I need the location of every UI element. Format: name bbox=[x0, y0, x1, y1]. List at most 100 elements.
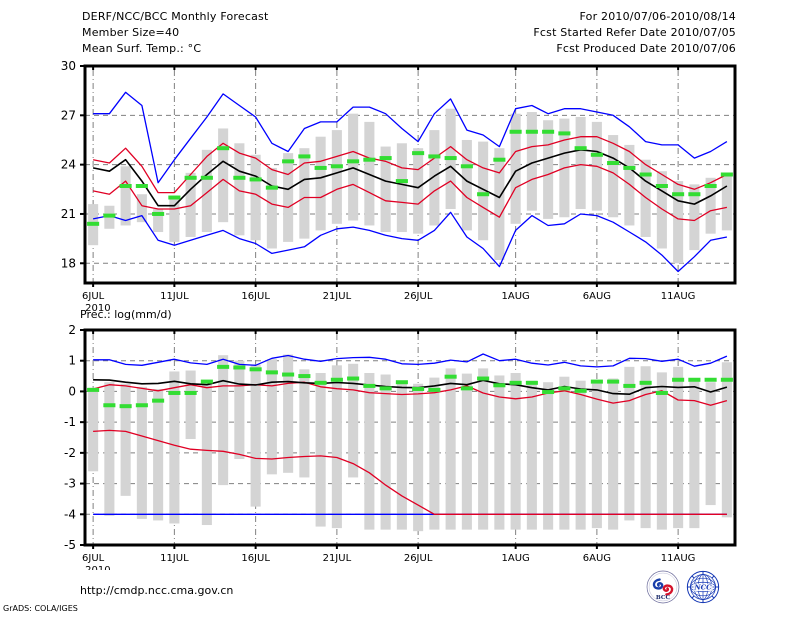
y-tick-label: -5 bbox=[64, 538, 76, 552]
x-tick-label: 11AUG bbox=[661, 553, 696, 564]
spread-bar bbox=[153, 209, 164, 233]
x-tick-label: 11AUG bbox=[661, 291, 696, 302]
spread-bar bbox=[364, 373, 375, 530]
series-line-ensemble-maximum bbox=[93, 353, 728, 368]
spread-bar bbox=[494, 148, 505, 260]
temperature-chart: 18 21 24 27 30 6JUL 11JUL 16JUL 21JUL 26JUL 1AUG 6A… bbox=[61, 59, 737, 314]
spread-bar bbox=[705, 382, 716, 506]
spread-bar bbox=[640, 366, 651, 529]
spread-bar bbox=[396, 382, 407, 530]
series-line-upper-quartile bbox=[92, 381, 728, 406]
spread-bar bbox=[380, 146, 391, 233]
spread-bar bbox=[315, 373, 326, 527]
spread-bar-group bbox=[88, 354, 732, 532]
spread-bar bbox=[575, 380, 586, 530]
x-tick-label: 21JUL bbox=[323, 553, 352, 564]
spread-bar bbox=[640, 159, 651, 237]
spread-bar bbox=[120, 383, 131, 496]
x-tick-label: 11JUL bbox=[160, 291, 189, 302]
spread-bar bbox=[315, 136, 326, 231]
y-tick-label: 24 bbox=[61, 158, 76, 172]
y-tick-label: -4 bbox=[64, 507, 76, 521]
spread-bar bbox=[218, 355, 229, 486]
plot-frame bbox=[83, 64, 737, 285]
figure-title: DERF/NCC/BCC Monthly Forecast bbox=[82, 10, 269, 23]
spread-bar bbox=[673, 181, 684, 264]
spread-bar bbox=[656, 372, 667, 530]
spread-bar bbox=[250, 364, 261, 507]
series-line-lower-quartile bbox=[92, 163, 728, 222]
spread-bar bbox=[656, 171, 667, 249]
y-tick-label: 30 bbox=[61, 59, 76, 73]
spread-bar bbox=[526, 112, 537, 211]
series-line-upper-quartile bbox=[92, 136, 728, 194]
series-line-lower-quartile bbox=[93, 429, 727, 515]
spread-bar bbox=[510, 113, 521, 224]
y-tick-label: 2 bbox=[68, 323, 76, 337]
spread-bar bbox=[169, 197, 180, 242]
spread-bar bbox=[283, 153, 294, 242]
y-tick-label: -1 bbox=[64, 415, 76, 429]
spread-bar bbox=[218, 128, 229, 223]
spread-bar bbox=[413, 383, 424, 532]
spread-bar bbox=[478, 368, 489, 530]
x-tick-label: 11JUL bbox=[160, 553, 189, 564]
y-tick-label: 21 bbox=[61, 207, 76, 221]
series-line-ensemble-mean bbox=[92, 149, 728, 207]
spread-bar bbox=[478, 141, 489, 241]
x-tick-label: 21JUL bbox=[323, 291, 352, 302]
spread-bar bbox=[136, 386, 147, 519]
spread-bar bbox=[348, 363, 359, 478]
x-axis-year-label: 2010 bbox=[85, 565, 110, 570]
forecast-range-label: For 2010/07/06-2010/08/14 bbox=[579, 10, 736, 23]
spread-bar bbox=[413, 148, 424, 234]
spread-bar bbox=[673, 366, 684, 529]
spread-bar bbox=[608, 135, 619, 218]
spread-bar bbox=[266, 359, 277, 475]
spread-bar bbox=[494, 375, 505, 530]
x-tick-label: 6JUL bbox=[82, 553, 105, 564]
spread-bar bbox=[169, 371, 180, 524]
website-url[interactable]: http://cmdp.ncc.cma.gov.cn bbox=[80, 584, 234, 597]
spread-bar bbox=[234, 360, 245, 459]
ncc-logo: NCC bbox=[686, 570, 720, 604]
x-tick-label: 6AUG bbox=[583, 553, 611, 564]
x-tick-label: 1AUG bbox=[501, 291, 529, 302]
spread-bar bbox=[299, 148, 310, 239]
x-tick-label: 16JUL bbox=[241, 291, 270, 302]
forecast-started-label: Fcst Started Refer Date 2010/07/05 bbox=[533, 26, 736, 39]
spread-bar bbox=[559, 376, 570, 530]
spread-bar bbox=[591, 382, 602, 529]
forecast-produced-label: Fcst Produced Date 2010/07/06 bbox=[556, 42, 736, 55]
spread-bar bbox=[234, 143, 245, 236]
series-line-ensemble-mean bbox=[93, 379, 728, 395]
observation-mark-group bbox=[87, 364, 733, 409]
x-tick-label: 1AUG bbox=[501, 553, 529, 564]
spread-bar bbox=[543, 382, 554, 530]
spread-bar bbox=[624, 366, 635, 521]
top-variable-label: Mean Surf. Temp.: °C bbox=[82, 42, 202, 55]
spread-bar bbox=[721, 174, 732, 231]
spread-bar bbox=[88, 387, 99, 472]
spread-bar bbox=[331, 365, 342, 529]
spread-bar bbox=[266, 167, 277, 249]
spread-bar bbox=[689, 184, 700, 251]
bcc-logo: BCC bbox=[646, 570, 680, 604]
spread-bar bbox=[104, 382, 115, 516]
plot-frame bbox=[83, 328, 737, 547]
spread-bar bbox=[331, 130, 342, 224]
spread-bar bbox=[120, 166, 131, 226]
ncc-logo-text: NCC bbox=[693, 584, 712, 592]
spread-bar bbox=[136, 194, 147, 223]
spread-bar bbox=[201, 383, 212, 526]
y-tick-label: 18 bbox=[61, 256, 76, 270]
precip-variable-label: Prec.: log(mm/d) bbox=[80, 308, 172, 321]
spread-bar bbox=[575, 116, 586, 210]
spread-bar bbox=[461, 373, 472, 530]
spread-bar bbox=[429, 377, 440, 530]
spread-bar bbox=[461, 139, 472, 231]
spread-bar bbox=[510, 373, 521, 530]
x-tick-label: 26JUL bbox=[404, 553, 433, 564]
